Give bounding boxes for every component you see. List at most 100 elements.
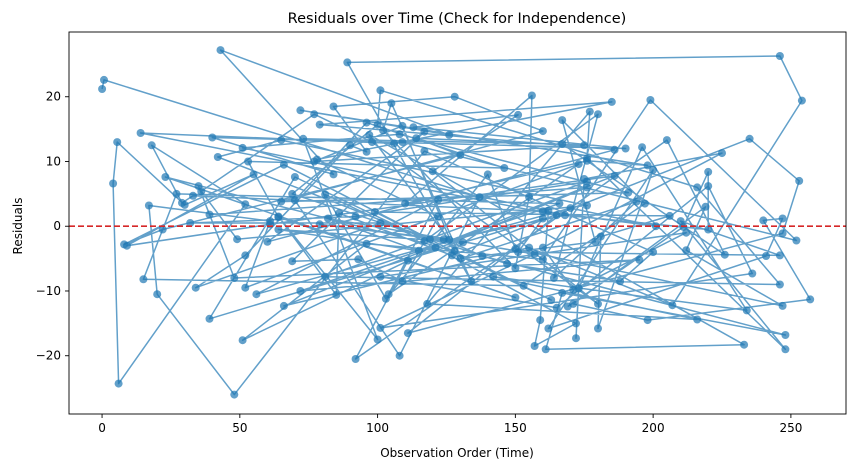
residual-point <box>249 170 258 179</box>
residual-point <box>632 197 641 206</box>
residual-point <box>279 301 288 310</box>
residual-point <box>398 277 407 286</box>
residual-point <box>563 302 572 311</box>
residual-point <box>395 130 404 139</box>
residual-point <box>136 129 145 137</box>
residual-point <box>153 290 162 299</box>
residual-point <box>445 235 454 244</box>
residual-point <box>368 138 377 147</box>
residual-point <box>324 214 332 223</box>
residual-point <box>456 254 465 263</box>
residual-point <box>467 277 476 286</box>
residual-point <box>530 342 539 350</box>
residual-point <box>483 170 492 179</box>
residual-point <box>354 255 363 264</box>
residual-point <box>649 165 658 174</box>
residual-point <box>376 323 385 332</box>
x-tick-label: 50 <box>232 421 247 435</box>
residual-point <box>572 334 580 343</box>
residual-point <box>315 120 324 129</box>
y-tick-label: −20 <box>36 349 61 363</box>
residual-point <box>431 243 440 252</box>
x-axis: 0 50 100 150 200 250 <box>98 414 802 435</box>
residual-point <box>552 303 561 312</box>
residual-point <box>503 259 512 268</box>
residual-point <box>329 170 338 179</box>
residual-point <box>189 191 197 200</box>
residual-point <box>274 225 283 234</box>
y-tick-label: 10 <box>46 154 61 168</box>
residual-point <box>310 110 319 119</box>
x-tick-label: 0 <box>98 421 106 435</box>
residual-point <box>668 301 677 310</box>
residual-point <box>646 96 655 104</box>
residual-point <box>643 161 652 170</box>
y-axis-label: Residuals <box>11 198 25 255</box>
residual-point <box>186 219 195 227</box>
residual-point <box>561 211 569 220</box>
residual-point <box>778 214 787 223</box>
residual-point <box>376 219 385 227</box>
residual-point <box>252 290 261 299</box>
residual-point <box>456 151 465 159</box>
residual-point <box>704 167 713 176</box>
residual-point <box>544 324 553 333</box>
residual-point <box>538 214 547 223</box>
residual-point <box>594 299 602 308</box>
residual-point <box>379 126 388 135</box>
residual-point <box>194 182 203 191</box>
residual-point <box>373 335 382 344</box>
residual-point <box>665 211 674 220</box>
residual-point <box>205 314 214 323</box>
residual-point <box>362 118 371 127</box>
residual-point <box>313 155 321 164</box>
residual-point <box>448 251 456 260</box>
residual-point <box>740 340 749 349</box>
residual-point <box>376 272 385 281</box>
residual-point <box>558 140 567 148</box>
residual-point <box>525 193 534 202</box>
residual-point <box>238 143 247 152</box>
residual-point <box>114 379 123 388</box>
residual-point <box>296 106 305 115</box>
residual-point <box>514 248 523 257</box>
residual-point <box>591 237 600 246</box>
residual-point <box>178 198 186 207</box>
residual-point <box>450 92 459 101</box>
residual-point <box>742 306 751 315</box>
residual-point <box>321 272 330 281</box>
residual-point <box>643 316 652 325</box>
x-tick-label: 200 <box>642 421 665 435</box>
residual-point <box>241 283 250 292</box>
residual-point <box>403 329 412 338</box>
residual-point <box>797 96 806 105</box>
residual-point <box>362 239 371 248</box>
residual-point <box>781 345 790 354</box>
plot-area <box>68 31 847 415</box>
residual-point <box>343 58 352 67</box>
residual-point <box>775 52 784 60</box>
residual-point <box>775 280 784 289</box>
residual-point <box>208 133 217 142</box>
residual-point <box>552 211 561 220</box>
residual-point <box>365 130 374 139</box>
residual-point <box>704 225 713 234</box>
chart-title: Residuals over Time (Check for Independe… <box>288 11 627 27</box>
residual-point <box>459 238 467 247</box>
residual-point <box>266 217 275 226</box>
residual-point <box>299 134 308 143</box>
residual-point <box>376 86 385 95</box>
residual-point <box>638 143 647 152</box>
residual-point <box>216 46 225 55</box>
residual-point <box>191 283 200 292</box>
residual-point <box>720 250 729 259</box>
residual-point <box>538 127 547 136</box>
residual-point <box>370 208 379 216</box>
residual-point <box>351 355 360 363</box>
residual-point <box>398 121 407 130</box>
residual-point <box>781 331 790 339</box>
residual-point <box>745 134 754 143</box>
residual-point <box>403 256 412 265</box>
residual-point <box>511 264 520 273</box>
residual-point <box>161 173 170 181</box>
